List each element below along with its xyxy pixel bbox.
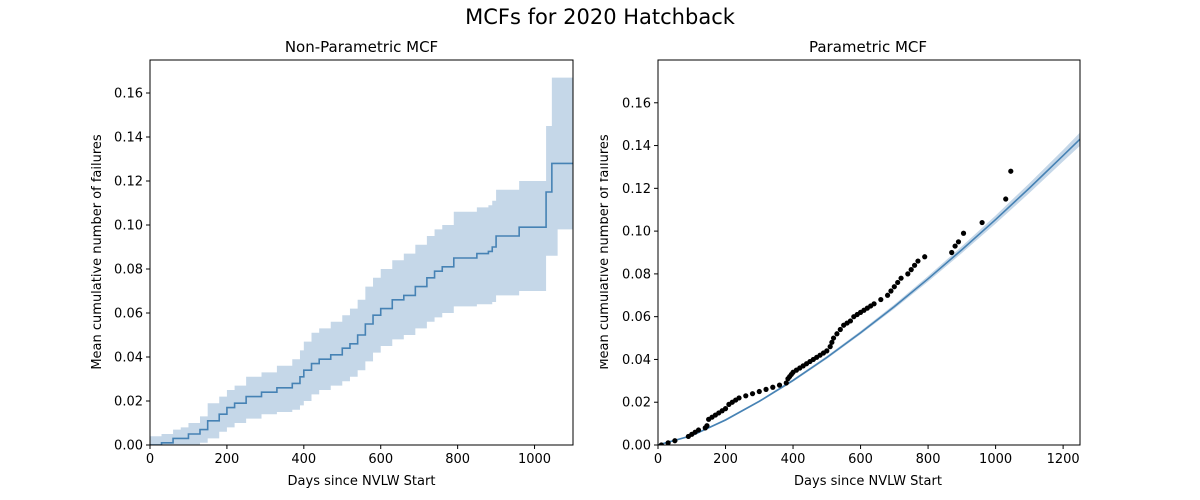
left-axes-frame (149, 59, 574, 446)
right-data-point (884, 292, 891, 298)
right-data-point (878, 296, 884, 303)
right-y-axis-label: Mean cumulative number of failures (600, 134, 612, 370)
right-y-tick-label: 0.06 (622, 310, 651, 325)
right-y-tick-label: 0.10 (622, 225, 651, 240)
right-data-point (922, 254, 928, 260)
left-x-tick-label: 200 (214, 452, 239, 467)
left-x-tick-label: 800 (445, 452, 470, 467)
right-y-tick-label: 0.12 (622, 182, 651, 197)
left-x-tick-label: 0 (146, 452, 154, 467)
right-data-point (763, 386, 769, 392)
parametric-mcf-chart: Parametric MCF Days since NVLW Start Mea… (600, 38, 1081, 489)
left-x-axis-label: Days since NVLW Start (288, 474, 436, 489)
left-mcf-step-line (150, 162, 573, 445)
right-data-point (905, 271, 911, 277)
right-data-point (827, 344, 833, 350)
right-data-point (824, 348, 830, 354)
right-data-point (770, 384, 776, 390)
right-data-point (837, 326, 843, 333)
right-data-point (895, 279, 901, 286)
right-x-tick-label: 400 (781, 452, 806, 467)
right-data-point (952, 243, 958, 249)
left-x-tick-label: 400 (291, 452, 316, 467)
right-chart-title: Parametric MCF (809, 38, 927, 56)
right-x-tick-label: 1200 (1047, 452, 1080, 467)
left-y-tick-label: 0.12 (114, 175, 143, 190)
right-data-point (960, 230, 967, 236)
right-data-point (847, 318, 854, 324)
right-x-axis-label: Days since NVLW Start (794, 474, 942, 489)
right-x-tick-label: 0 (654, 452, 662, 467)
right-data-point (722, 406, 729, 412)
right-data-point (1008, 168, 1014, 174)
right-data-point (704, 423, 710, 429)
left-confidence-band (150, 77, 573, 445)
right-data-point (665, 440, 671, 445)
left-chart-title: Non-Parametric MCF (285, 38, 438, 56)
right-data-point (756, 388, 762, 395)
right-data-point (915, 258, 921, 264)
right-data-point (829, 339, 835, 345)
right-x-tick-label: 200 (713, 452, 738, 467)
right-data-point (830, 335, 837, 341)
left-x-tick-label: 600 (368, 452, 393, 467)
right-data-point (888, 288, 894, 294)
left-y-tick-label: 0.04 (114, 351, 143, 366)
right-data-point (898, 275, 904, 281)
right-x-tick-label: 600 (848, 452, 873, 467)
right-data-point (908, 267, 914, 273)
left-y-tick-label: 0.10 (114, 219, 143, 234)
right-y-tick-label: 0.02 (622, 396, 651, 411)
left-plot-area (150, 77, 573, 445)
right-data-point (776, 382, 783, 388)
right-data-point (743, 393, 749, 399)
right-y-tick-label: 0.00 (622, 439, 651, 454)
figure-title: MCFs for 2020 Hatchback (465, 5, 735, 29)
left-y-tick-label: 0.02 (114, 395, 143, 410)
left-y-tick-label: 0.14 (114, 131, 143, 146)
right-data-point (949, 249, 955, 256)
right-x-tick-label: 800 (916, 452, 941, 467)
non-parametric-mcf-chart: Non-Parametric MCF Days since NVLW Start… (90, 38, 574, 489)
right-y-tick-label: 0.14 (622, 139, 651, 154)
right-fitted-mcf-line (658, 138, 1080, 445)
left-y-tick-label: 0.06 (114, 307, 143, 322)
right-data-point (695, 427, 702, 433)
right-axes-frame (657, 59, 1081, 446)
left-y-tick-label: 0.00 (114, 439, 143, 454)
right-data-point (736, 395, 742, 401)
right-y-tick-label: 0.04 (622, 353, 651, 368)
right-data-point (871, 301, 877, 307)
left-y-axis-label: Mean cumulative number of failures (90, 134, 105, 370)
right-data-point (955, 239, 962, 245)
right-data-point (658, 442, 664, 445)
right-data-point (834, 331, 840, 337)
right-data-point (891, 284, 897, 290)
left-x-tick-label: 1000 (518, 452, 551, 467)
right-data-point (783, 380, 789, 386)
right-confidence-band (658, 132, 1080, 445)
right-y-tick-label: 0.08 (622, 267, 651, 282)
right-x-tick-label: 1000 (979, 452, 1012, 467)
right-data-point (911, 262, 918, 268)
left-y-tick-label: 0.16 (114, 87, 143, 102)
right-y-tick-label: 0.16 (622, 96, 651, 111)
right-data-point (672, 438, 678, 444)
right-plot-area (658, 132, 1080, 445)
right-data-point (749, 391, 756, 397)
left-y-tick-label: 0.08 (114, 263, 143, 278)
right-data-point (1003, 196, 1009, 202)
right-data-point (979, 219, 985, 226)
